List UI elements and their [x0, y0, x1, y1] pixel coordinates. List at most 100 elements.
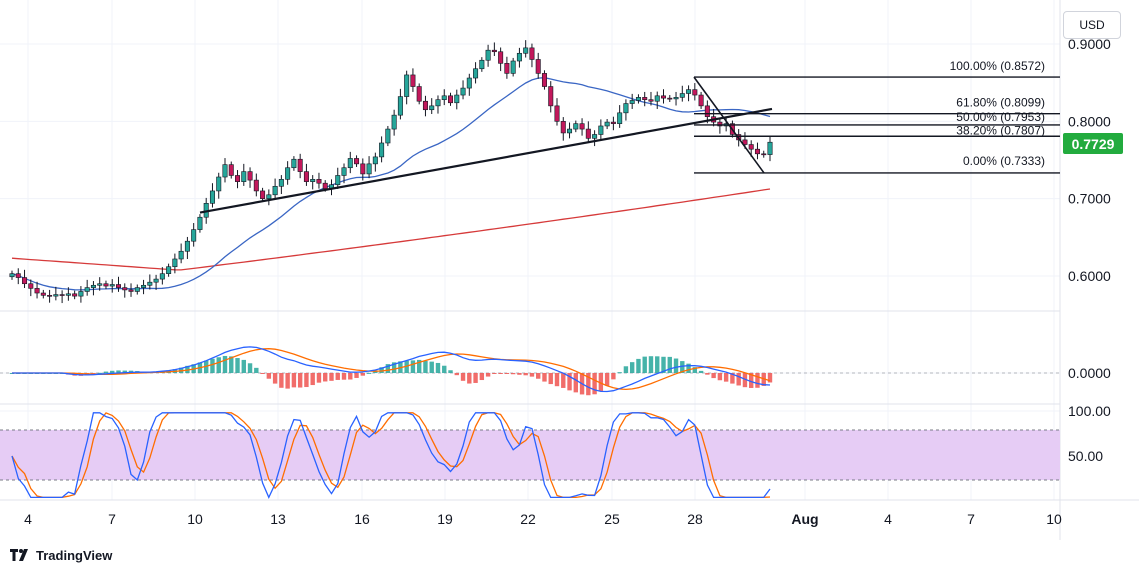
candle [153, 274, 159, 290]
fib-anchor-line[interactable] [693, 76, 765, 174]
candle [416, 83, 422, 105]
candle [391, 109, 397, 136]
macd-bar [485, 373, 491, 377]
macd-bar [416, 359, 422, 373]
macd-bar [404, 360, 409, 373]
macd-bar [454, 373, 459, 376]
candle [604, 119, 610, 130]
macd-bar [542, 373, 547, 382]
candle [272, 178, 278, 200]
candle [441, 89, 447, 106]
candle [53, 286, 59, 301]
time-axis-label: 16 [354, 511, 370, 527]
candle [548, 81, 554, 113]
candle [209, 183, 215, 208]
candle [686, 85, 692, 102]
macd-bar [210, 358, 215, 373]
macd-bar [723, 373, 729, 382]
macd-bar [611, 373, 616, 380]
candle [454, 89, 460, 110]
candle [661, 89, 667, 104]
macd-bar [629, 362, 635, 373]
macd-bar [692, 367, 698, 373]
macd-bar [467, 373, 472, 384]
currency-button[interactable]: USD [1063, 11, 1121, 39]
candle [535, 52, 541, 79]
price-axis-label: 0.6000 [1068, 268, 1111, 284]
macd-bar [429, 361, 434, 373]
candle [141, 279, 147, 295]
brand-name: TradingView [36, 547, 113, 563]
macd-bar [442, 365, 447, 373]
macd-bar [297, 373, 303, 388]
macd-bar [103, 371, 109, 373]
macd-bar [266, 373, 272, 379]
stoch-axis-label: 50.00 [1068, 448, 1103, 464]
candle [692, 83, 698, 101]
candle [510, 57, 516, 77]
price-badge: 0.7729 [1063, 133, 1123, 154]
time-axis-label: 4 [884, 511, 892, 527]
candle [466, 73, 472, 96]
candle [491, 42, 497, 56]
candle [761, 150, 767, 158]
fib-level-label: 100.00% (0.8572) [950, 59, 1045, 73]
macd-bar [235, 358, 240, 373]
candle [498, 47, 504, 72]
candle [97, 277, 103, 291]
candle [303, 163, 309, 186]
candle [191, 223, 197, 247]
fib-level-label: 61.80% (0.8099) [956, 96, 1045, 110]
macd-bar [122, 370, 127, 373]
candle [260, 187, 266, 202]
candle [704, 100, 710, 124]
macd-bar [216, 357, 221, 373]
macd-bar [667, 356, 672, 373]
brand-footer[interactable]: TradingView [10, 545, 112, 565]
time-axis-label: 7 [108, 511, 116, 527]
candle [216, 172, 222, 199]
macd-bar [548, 373, 553, 385]
candle [422, 95, 428, 117]
macd-bar [116, 370, 121, 373]
macd-axis-label: 0.0000 [1068, 365, 1111, 381]
macd-bar [517, 373, 522, 375]
macd-bar [673, 358, 679, 373]
candle [147, 274, 153, 290]
candle [379, 136, 385, 163]
macd-bar [247, 363, 253, 373]
macd-bar [97, 372, 102, 374]
candle [504, 56, 510, 79]
candle [567, 122, 573, 139]
candle [767, 136, 773, 162]
candle [679, 85, 685, 102]
candle [297, 153, 303, 179]
candle [648, 91, 654, 106]
candle [541, 70, 547, 90]
candle [115, 276, 121, 292]
macd-bar [460, 373, 466, 381]
trendline[interactable] [199, 107, 773, 214]
candle [316, 172, 322, 189]
candle [429, 98, 435, 114]
macd-bar [110, 370, 115, 373]
macd-bar [354, 373, 359, 378]
candle [310, 175, 316, 190]
candle [291, 156, 297, 171]
macd-bar [348, 373, 353, 380]
candle [222, 158, 228, 183]
macd-bar [329, 373, 334, 381]
candle [554, 98, 560, 126]
time-axis-label: 7 [967, 511, 975, 527]
candle [103, 280, 109, 290]
candle [448, 92, 454, 106]
macd-bar [260, 373, 265, 374]
candle [15, 268, 21, 285]
candle [354, 155, 360, 167]
time-axis-label: 10 [187, 511, 203, 527]
candle [90, 281, 96, 296]
macd-bar [366, 372, 372, 374]
candle [285, 161, 291, 185]
macd-bar [254, 367, 259, 373]
